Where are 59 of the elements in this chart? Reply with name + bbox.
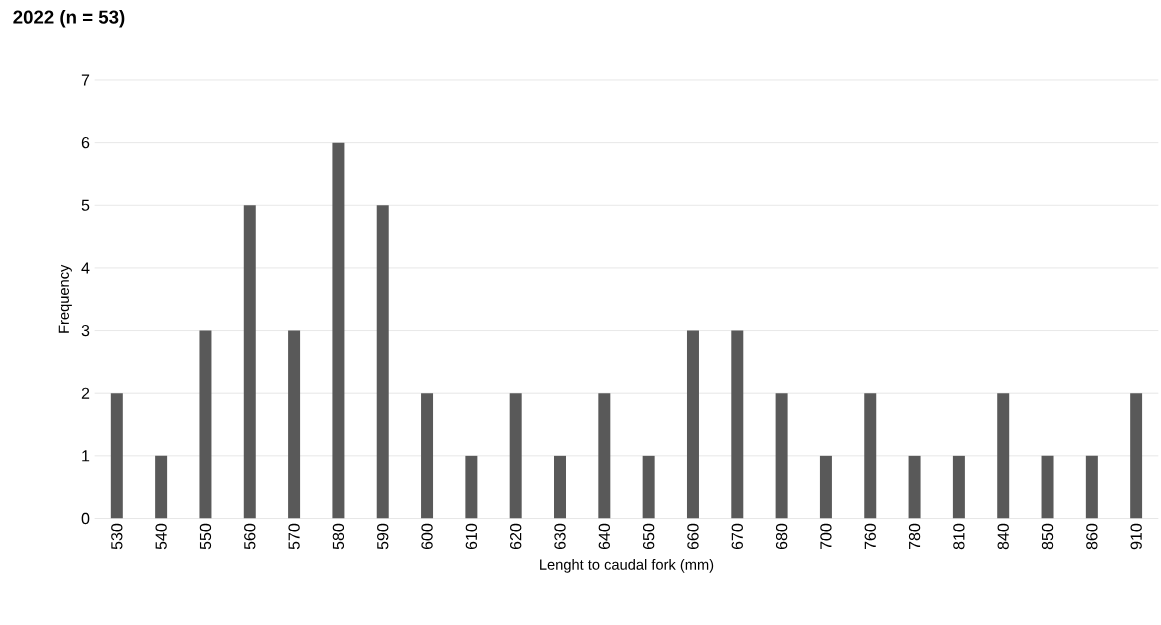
bar	[908, 455, 921, 519]
x-tick-label: 570	[288, 523, 300, 550]
x-tick-label: 850	[1041, 523, 1054, 550]
x-tick-label: 670	[731, 523, 743, 550]
bar	[243, 205, 256, 519]
x-tick-label: 910	[1130, 523, 1142, 550]
bar	[1085, 455, 1098, 519]
chart-title: 2022 (n = 53)	[13, 9, 125, 28]
x-axis-title: Lenght to caudal fork (mm)	[540, 559, 714, 573]
bar	[1041, 455, 1054, 519]
bar	[731, 330, 744, 519]
bar	[819, 455, 832, 519]
y-axis-title: Frequency	[58, 264, 72, 333]
bar	[110, 393, 123, 519]
bar	[642, 455, 655, 519]
y-tick-label: 2	[81, 387, 90, 399]
x-tick-label: 630	[554, 523, 566, 550]
x-tick-label: 650	[642, 523, 655, 550]
bar	[376, 205, 389, 519]
y-tick-label: 3	[81, 324, 90, 337]
x-tick-label: 680	[775, 523, 788, 550]
bar	[864, 393, 877, 519]
y-tick-label: 0	[81, 512, 90, 525]
x-tick-label: 860	[1086, 523, 1098, 550]
bar	[997, 393, 1010, 519]
bar	[952, 455, 965, 519]
x-tick-label: 540	[155, 523, 167, 550]
y-tick-label: 5	[81, 199, 90, 211]
y-tick-label: 4	[81, 262, 90, 274]
x-tick-label: 530	[111, 523, 123, 550]
x-tick-label: 780	[908, 523, 921, 550]
bar	[332, 142, 345, 519]
y-tick-label: 6	[81, 136, 90, 149]
bar	[421, 393, 434, 519]
x-tick-label: 610	[465, 523, 478, 550]
x-tick-label: 640	[598, 523, 610, 550]
bar	[465, 455, 478, 519]
x-tick-label: 620	[510, 523, 522, 550]
x-tick-label: 590	[377, 523, 389, 550]
bar	[509, 393, 522, 519]
x-tick-label: 560	[244, 523, 256, 550]
x-tick-label: 600	[421, 523, 433, 550]
y-tick-label: 1	[82, 450, 90, 462]
x-tick-label: 580	[332, 523, 345, 550]
bar	[554, 455, 567, 519]
bar	[199, 330, 212, 519]
x-tick-label: 810	[953, 523, 965, 550]
bar	[155, 455, 168, 519]
bar	[686, 330, 699, 519]
bar	[1130, 393, 1143, 519]
x-tick-label: 700	[820, 523, 832, 550]
x-tick-label: 550	[199, 523, 212, 550]
x-tick-label: 840	[997, 523, 1009, 550]
x-tick-label: 660	[687, 523, 699, 550]
x-tick-label: 760	[864, 523, 876, 550]
bar	[598, 393, 611, 519]
y-tick-label: 7	[81, 74, 90, 86]
bar	[288, 330, 301, 519]
bar	[775, 393, 788, 519]
